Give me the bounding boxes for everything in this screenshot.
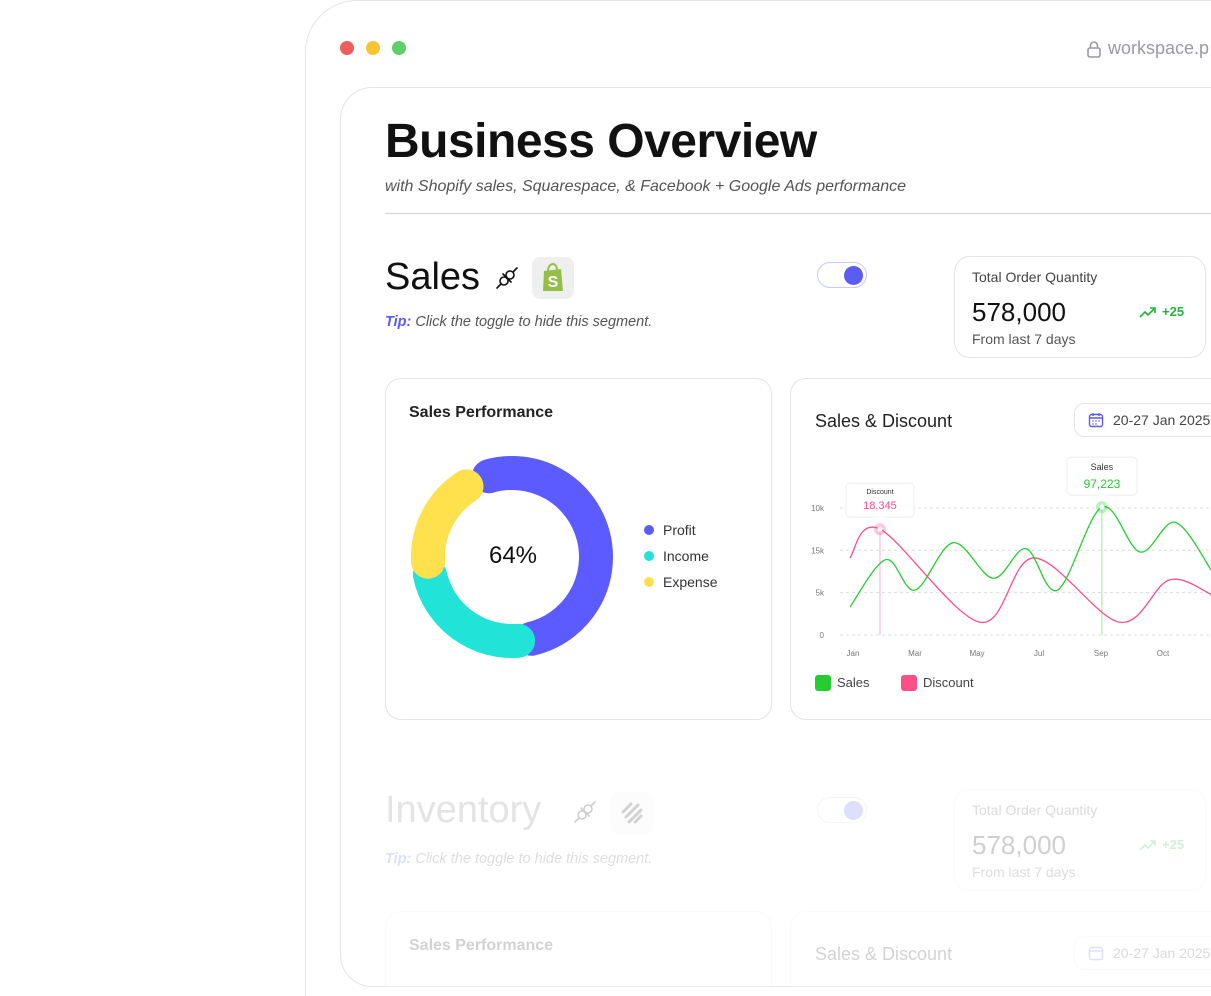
stat-delta: +25 <box>1139 304 1184 319</box>
sales-toggle[interactable] <box>817 262 867 288</box>
tooltip-value: 18,345 <box>863 500 897 512</box>
annotation-marker-center <box>1099 504 1105 510</box>
tooltip-pointer <box>874 517 885 524</box>
section-title: Sales <box>385 256 481 298</box>
tooltip-value: 97,223 <box>1084 477 1121 491</box>
inventory-toggle[interactable] <box>817 797 867 823</box>
stat-value: 578,000 <box>972 830 1066 860</box>
tooltip-label: Sales <box>1091 462 1114 472</box>
address-bar[interactable]: workspace.p <box>1086 38 1209 59</box>
svg-text:S: S <box>548 274 559 291</box>
legend-swatch-discount <box>901 675 917 691</box>
y-tick-label: 10k <box>811 504 825 513</box>
x-tick-label: Sep <box>1094 649 1109 658</box>
calendar-icon <box>1088 946 1104 961</box>
tooltip-label: Discount <box>866 489 893 496</box>
toggle-knob <box>844 266 863 285</box>
sales-discount-card: Sales & Discount 20-27 Jan 2025 <box>790 378 1211 720</box>
legend-dot <box>644 577 654 587</box>
calendar-icon <box>1088 413 1104 428</box>
section-title: Inventory <box>385 789 542 831</box>
page-subtitle: with Shopify sales, Squarespace, & Faceb… <box>385 178 907 195</box>
card-title: Sales Performance <box>409 937 554 954</box>
legend-label: Profit <box>663 522 696 538</box>
plug-icon[interactable] <box>495 266 519 290</box>
line-chart: 0 5k 15k 10k Jan Mar May Jul Sep Oct Discount 18,34… <box>811 456 1211 691</box>
stat-period: From last 7 days <box>972 864 1076 880</box>
x-tick-label: May <box>969 649 984 658</box>
date-range-picker[interactable]: 20-27 Jan 2025 <box>1074 936 1211 970</box>
stat-label: Total Order Quantity <box>972 802 1098 818</box>
legend-label: Expense <box>663 574 718 590</box>
series-line-discount <box>849 526 1211 623</box>
date-range-text: 20-27 Jan 2025 <box>1113 945 1211 961</box>
annotation-marker-center <box>877 526 883 532</box>
legend-label: Discount <box>923 675 974 690</box>
legend-item-expense: Expense <box>644 569 717 595</box>
total-order-card: Total Order Quantity 578,000 From last 7… <box>954 789 1206 891</box>
trend-up-icon <box>1139 306 1156 318</box>
legend-item-profit: Profit <box>644 517 717 543</box>
maximize-window-button[interactable] <box>392 41 406 55</box>
trend-up-icon <box>1139 839 1156 851</box>
sales-performance-card: Sales Performance 64% Profit Income Expens… <box>385 378 772 720</box>
tip-text: Tip: Click the toggle to hide this segme… <box>385 314 653 330</box>
x-tick-label: Mar <box>908 649 922 658</box>
y-tick-label: 15k <box>811 546 825 555</box>
stat-delta: +25 <box>1139 837 1184 852</box>
divider <box>385 213 1211 214</box>
x-tick-label: Oct <box>1157 649 1170 658</box>
legend-label: Sales <box>837 675 870 690</box>
legend-item-income: Income <box>644 543 717 569</box>
y-tick-label: 0 <box>820 631 825 640</box>
y-tick-label: 5k <box>816 589 825 598</box>
date-range-text: 20-27 Jan 2025 <box>1113 412 1211 428</box>
x-tick-label: Jul <box>1034 649 1044 658</box>
legend-label: Income <box>663 548 709 564</box>
minimize-window-button[interactable] <box>366 41 380 55</box>
donut-center-label: 64% <box>488 542 538 569</box>
card-title: Sales & Discount <box>815 944 953 964</box>
legend-dot <box>644 551 654 561</box>
donut-legend: Profit Income Expense <box>644 517 717 595</box>
card-title: Sales Performance <box>409 404 554 421</box>
total-order-card: Total Order Quantity 578,000 From last 7… <box>954 256 1206 358</box>
series-line-sales <box>849 506 1211 608</box>
donut-segment-income[interactable] <box>412 557 536 658</box>
stat-label: Total Order Quantity <box>972 269 1098 285</box>
stat-period: From last 7 days <box>972 331 1076 347</box>
lock-icon <box>1087 40 1101 58</box>
donut-segment-expense[interactable] <box>411 469 484 579</box>
date-range-picker[interactable]: 20-27 Jan 2025 <box>1074 403 1211 437</box>
sales-performance-card: Sales Performance <box>385 911 772 987</box>
close-window-button[interactable] <box>340 41 354 55</box>
tooltip-pointer <box>1096 495 1107 502</box>
tip-text: Tip: Click the toggle to hide this segme… <box>385 851 653 867</box>
donut-segment-profit[interactable] <box>471 456 613 656</box>
legend-swatch-sales <box>815 675 831 691</box>
squarespace-logo <box>611 792 653 834</box>
plug-icon[interactable] <box>573 800 597 824</box>
legend-dot <box>644 525 654 535</box>
sales-discount-card: Sales & Discount 20-27 Jan 2025 <box>790 911 1211 987</box>
tooltip <box>1066 456 1138 496</box>
stat-value: 578,000 <box>972 297 1066 327</box>
toggle-knob <box>844 801 863 820</box>
shopify-logo: S <box>532 257 574 299</box>
card-title: Sales & Discount <box>815 411 953 431</box>
x-tick-label: Jan <box>847 649 860 658</box>
donut-chart <box>411 456 613 658</box>
page-title: Business Overview <box>385 115 817 168</box>
url-text: workspace.p <box>1108 38 1210 58</box>
